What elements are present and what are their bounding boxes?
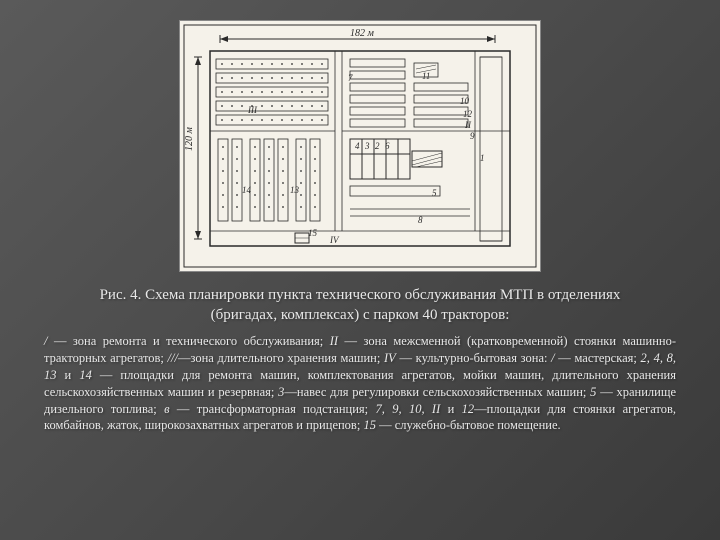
svg-text:5: 5 xyxy=(432,188,437,198)
svg-text:6: 6 xyxy=(385,141,390,151)
svg-text:III: III xyxy=(247,105,258,115)
dim-left: 120 м xyxy=(184,127,195,152)
caption-line1: Рис. 4. Схема планировки пункта техничес… xyxy=(100,287,621,303)
svg-text:9: 9 xyxy=(470,131,475,141)
figure-caption: Рис. 4. Схема планировки пункта техничес… xyxy=(50,286,670,325)
svg-text:11: 11 xyxy=(422,71,430,81)
figure-legend: / — зона ремонта и технического обслужив… xyxy=(44,333,676,434)
svg-text:12: 12 xyxy=(463,109,473,119)
svg-text:10: 10 xyxy=(460,96,470,106)
dim-top: 182 м xyxy=(350,28,375,39)
caption-line2: (бригадах, комплексах) с парком 40 тракт… xyxy=(211,307,510,323)
svg-text:8: 8 xyxy=(418,215,423,225)
svg-text:4: 4 xyxy=(355,141,360,151)
svg-text:15: 15 xyxy=(308,228,318,238)
svg-text:1: 1 xyxy=(480,153,485,163)
svg-text:14: 14 xyxy=(242,185,252,195)
layout-diagram: 182 м 120 м xyxy=(179,20,541,272)
diagram-svg: 182 м 120 м xyxy=(180,21,540,271)
svg-text:3: 3 xyxy=(364,141,370,151)
svg-text:7: 7 xyxy=(348,73,353,83)
svg-text:2: 2 xyxy=(375,141,380,151)
svg-text:13: 13 xyxy=(290,185,300,195)
svg-text:II: II xyxy=(464,120,472,130)
svg-text:IV: IV xyxy=(329,235,340,245)
